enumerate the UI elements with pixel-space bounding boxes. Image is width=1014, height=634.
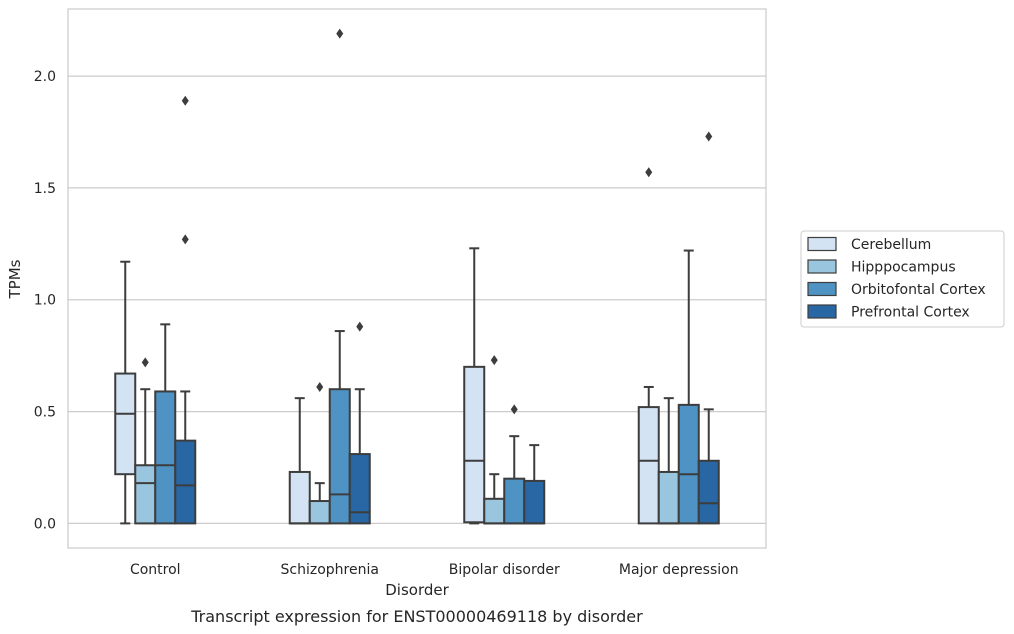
x-axis-ticks: Control Schizophrenia Bipolar disorder Majo… <box>130 562 739 578</box>
legend-swatch <box>807 304 837 319</box>
box-cerebellum-0 <box>114 260 137 525</box>
legend-label: Prefrontal Cortex <box>851 305 970 321</box>
outlier-point <box>181 95 189 106</box>
box-orbitofontal-cortex-2 <box>503 404 526 525</box>
outlier-point <box>181 234 189 245</box>
box-body <box>483 497 506 525</box>
outlier-point <box>510 404 518 415</box>
box-body <box>114 372 137 476</box>
box-hipppocampus-0 <box>134 357 157 525</box>
legend-label: Orbitofontal Cortex <box>851 282 986 298</box>
plot-area <box>114 28 720 525</box>
legend: Cerebellum Hipppocampus Orbitofontal Corte… <box>800 230 1005 328</box>
outlier-point <box>356 321 364 332</box>
plot-frame <box>67 8 767 549</box>
box-body <box>657 470 680 525</box>
box-body <box>523 479 546 525</box>
box-prefrontal-cortex-1 <box>348 321 371 525</box>
y-axis-ticks: 0.0 0.5 1.0 1.5 2.0 <box>34 69 56 532</box>
box-prefrontal-cortex-3 <box>697 131 720 525</box>
chart-caption: Transcript expression for ENST0000046911… <box>190 607 643 626</box>
box-hipppocampus-2 <box>483 355 506 525</box>
box-body <box>308 500 331 525</box>
outlier-point <box>336 28 344 39</box>
legend-swatch <box>807 259 837 274</box>
legend-label: Hipppocampus <box>851 260 956 276</box>
box-cerebellum-3 <box>637 167 660 525</box>
x-tick-label: Major depression <box>619 562 739 578</box>
box-prefrontal-cortex-2 <box>523 444 546 525</box>
box-hipppocampus-1 <box>308 381 331 525</box>
x-tick-label: Schizophrenia <box>281 562 379 578</box>
box-body <box>503 477 526 525</box>
box-body <box>697 459 720 525</box>
outlier-point <box>705 131 713 142</box>
box-orbitofontal-cortex-3 <box>677 249 700 525</box>
y-tick-label: 0.0 <box>34 516 56 532</box>
legend-frame <box>800 230 1005 328</box>
outlier-point <box>645 167 653 178</box>
box-body <box>174 439 197 525</box>
box-body <box>134 464 157 525</box>
box-body <box>637 406 660 525</box>
legend-swatch <box>807 236 837 252</box>
y-axis-title: TPMs <box>6 259 24 299</box>
x-tick-label: Control <box>130 562 181 578</box>
box-prefrontal-cortex-0 <box>174 95 197 525</box>
y-tick-label: 0.5 <box>34 405 56 421</box>
legend-swatch <box>807 281 837 297</box>
x-tick-label: Bipolar disorder <box>449 562 560 578</box>
box-orbitofontal-cortex-0 <box>154 323 177 525</box>
box-body <box>677 403 700 525</box>
y-tick-label: 1.5 <box>34 181 56 197</box>
box-body <box>154 390 177 525</box>
box-cerebellum-1 <box>288 397 311 525</box>
outlier-point <box>141 357 149 368</box>
box-body <box>463 365 486 524</box>
legend-label: Cerebellum <box>851 237 931 253</box>
y-tick-label: 2.0 <box>34 69 56 85</box>
box-body <box>288 470 311 525</box>
box-cerebellum-2 <box>463 247 486 525</box>
y-tick-label: 1.0 <box>34 293 56 309</box>
box-body <box>328 388 351 525</box>
outlier-point <box>316 381 324 392</box>
box-body <box>348 453 371 525</box>
box-orbitofontal-cortex-1 <box>328 28 351 525</box>
outlier-point <box>490 355 498 366</box>
box-hipppocampus-3 <box>657 397 680 525</box>
x-axis-title: Disorder <box>385 581 449 599</box>
